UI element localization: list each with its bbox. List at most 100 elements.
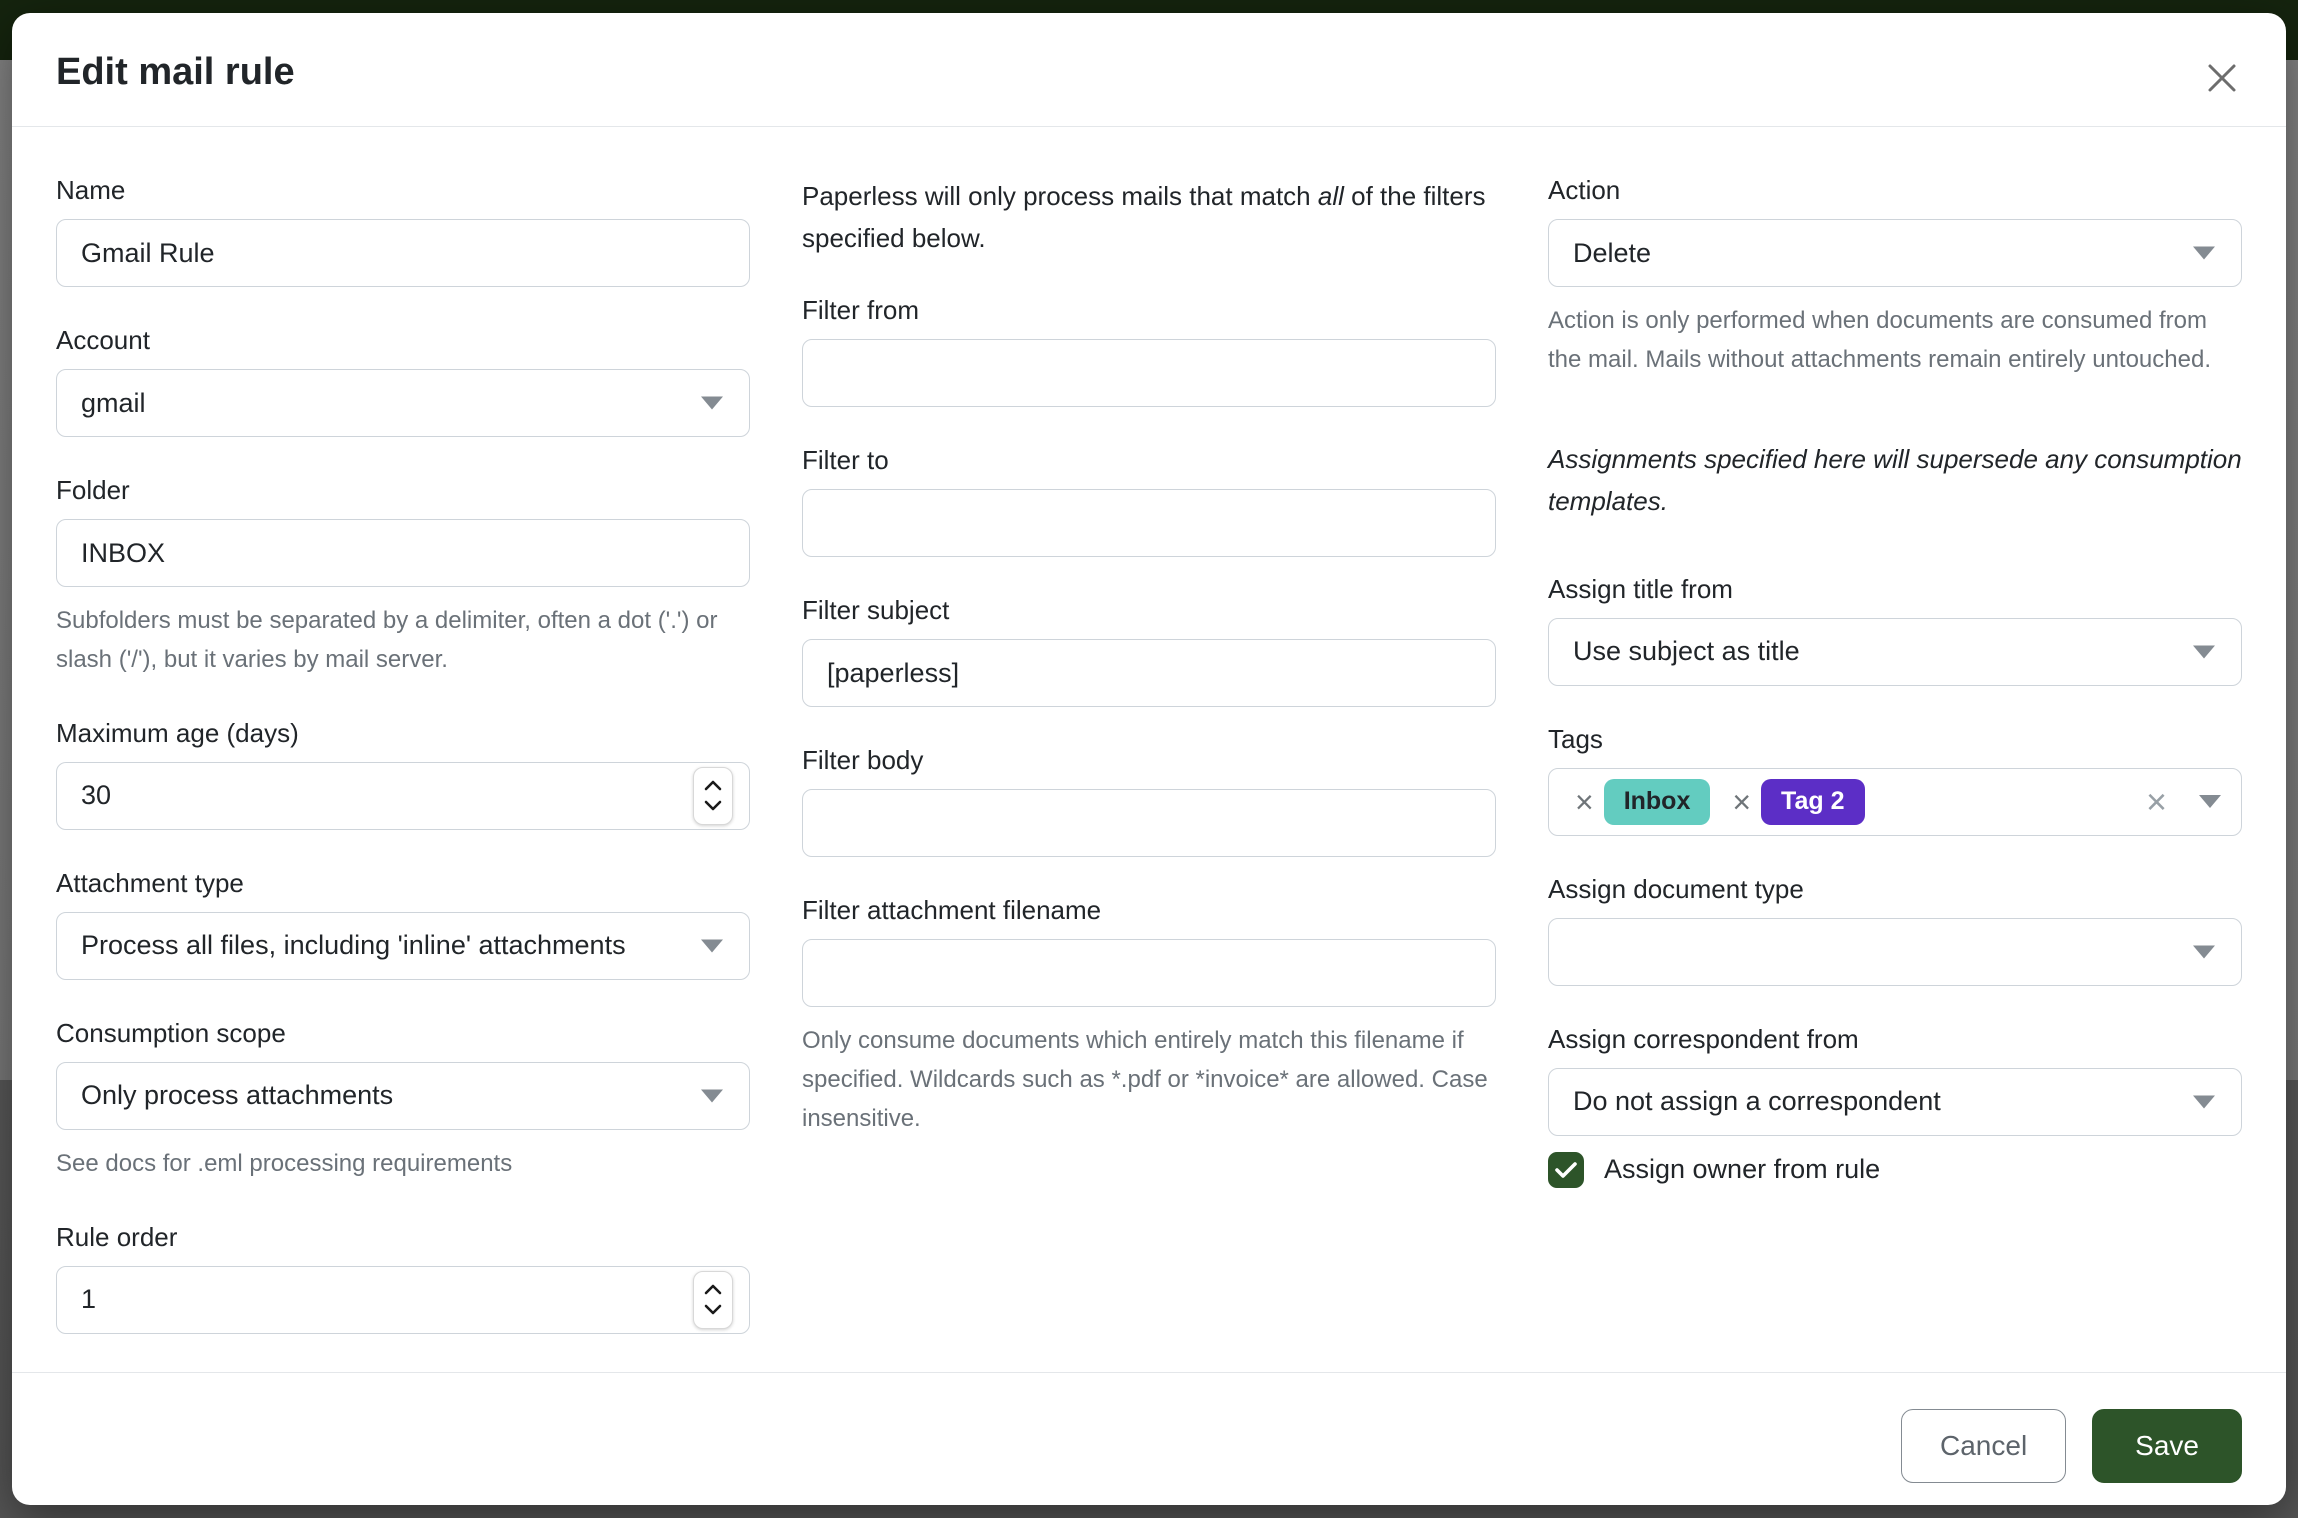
account-selected-value: gmail [81, 387, 146, 418]
account-select[interactable]: gmail [56, 369, 750, 437]
consumption-scope-select[interactable]: Only process attachments [56, 1061, 750, 1130]
filter-to-input[interactable] [802, 489, 1496, 558]
filter-body-input[interactable] [802, 789, 1496, 858]
chevron-down-icon [704, 1304, 722, 1315]
folder-input[interactable] [56, 519, 750, 587]
filters-intro-text: Paperless will only process mails that m… [802, 181, 1486, 254]
field-folder: Folder Subfolders must be separated by a… [56, 475, 750, 680]
tag-chip-tag2: Tag 2 [1761, 779, 1865, 825]
close-button[interactable] [2200, 57, 2244, 101]
rule-order-label: Rule order [56, 1221, 178, 1252]
filter-to-label: Filter to [802, 445, 889, 476]
column-filters: Paperless will only process mails that m… [802, 175, 1496, 1372]
consumption-scope-label: Consumption scope [56, 1017, 286, 1048]
field-filter-to: Filter to [802, 445, 1496, 558]
filter-from-label: Filter from [802, 295, 919, 326]
remove-tag-icon[interactable]: × [1732, 783, 1752, 820]
action-label: Action [1548, 175, 1621, 205]
action-select[interactable]: Delete [1548, 219, 2242, 287]
field-assign-doc-type: Assign document type [1548, 874, 2242, 986]
cancel-button[interactable]: Cancel [1901, 1408, 2067, 1483]
filter-from-input[interactable] [802, 339, 1496, 408]
action-selected-value: Delete [1573, 237, 1652, 268]
assign-owner-row[interactable]: Assign owner from rule [1548, 1151, 2242, 1188]
clear-tags-icon[interactable]: × [2145, 780, 2167, 822]
chevron-down-icon [2193, 1095, 2215, 1109]
max-age-value: 30 [81, 780, 112, 811]
close-icon [2208, 64, 2236, 91]
dialog-footer: Cancel Save [12, 1371, 2286, 1505]
assign-title-selected-value: Use subject as title [1573, 636, 1800, 667]
dialog-body: Name Account gmail Folder Subfolders mus… [12, 127, 2286, 1372]
save-button[interactable]: Save [2092, 1408, 2242, 1483]
field-account: Account gmail [56, 325, 750, 437]
field-tags: Tags × Inbox × Tag 2 × [1548, 724, 2242, 836]
assign-correspondent-label: Assign correspondent from [1548, 1023, 1859, 1054]
assign-owner-label: Assign owner from rule [1604, 1154, 1881, 1185]
assign-correspondent-selected-value: Do not assign a correspondent [1573, 1086, 1941, 1117]
assign-correspondent-select[interactable]: Do not assign a correspondent [1548, 1067, 2242, 1136]
assign-title-label: Assign title from [1548, 573, 1733, 604]
tags-label: Tags [1548, 723, 1603, 754]
folder-label: Folder [56, 475, 130, 505]
consumption-scope-help-text: See docs for .eml processing requirement… [56, 1149, 513, 1177]
number-stepper[interactable] [693, 766, 733, 825]
remove-tag-icon[interactable]: × [1575, 783, 1594, 820]
max-age-label: Maximum age (days) [56, 717, 299, 748]
rule-order-value: 1 [81, 1284, 97, 1315]
field-max-age: Maximum age (days) 30 [56, 718, 750, 830]
max-age-input[interactable]: 30 [56, 761, 750, 830]
tags-controls: × [2145, 780, 2221, 822]
chevron-down-icon [2193, 945, 2215, 959]
attachment-type-label: Attachment type [56, 867, 244, 898]
action-help-text: Action is only performed when documents … [1548, 307, 2211, 373]
name-label: Name [56, 175, 126, 205]
chevron-down-icon [704, 800, 722, 811]
field-assign-correspondent: Assign correspondent from Do not assign … [1548, 1024, 2242, 1136]
assignments-note: Assignments specified here will supersed… [1548, 443, 2242, 516]
field-rule-order: Rule order 1 [56, 1222, 750, 1334]
checkbox-checked-icon[interactable] [1548, 1151, 1584, 1188]
field-filter-subject: Filter subject [802, 595, 1496, 708]
chevron-down-icon [2199, 795, 2221, 809]
chevron-down-icon [701, 396, 723, 410]
consumption-scope-selected-value: Only process attachments [81, 1080, 394, 1111]
chevron-down-icon [2193, 246, 2215, 260]
filter-subject-input[interactable] [802, 639, 1496, 708]
number-stepper[interactable] [693, 1270, 733, 1329]
chevron-down-icon [701, 1089, 723, 1103]
account-label: Account [56, 325, 150, 355]
field-filter-body: Filter body [802, 745, 1496, 858]
field-action: Action Delete Action is only performed w… [1548, 175, 2242, 380]
field-filter-from: Filter from [802, 295, 1496, 408]
column-general: Name Account gmail Folder Subfolders mus… [56, 175, 750, 1372]
assign-doc-type-label: Assign document type [1548, 873, 1804, 904]
assign-doc-type-select[interactable] [1548, 917, 2242, 986]
filter-attachment-filename-help-text: Only consume documents which entirely ma… [802, 1027, 1488, 1132]
filter-body-label: Filter body [802, 745, 924, 776]
folder-help-text: Subfolders must be separated by a delimi… [56, 607, 718, 673]
rule-order-input[interactable]: 1 [56, 1265, 750, 1334]
filter-attachment-filename-label: Filter attachment filename [802, 895, 1102, 926]
attachment-type-selected-value: Process all files, including 'inline' at… [81, 930, 626, 961]
chevron-up-icon [704, 1284, 722, 1295]
chevron-down-icon [701, 939, 723, 953]
field-assign-title: Assign title from Use subject as title [1548, 574, 2242, 686]
filter-subject-label: Filter subject [802, 595, 950, 626]
column-actions: Action Delete Action is only performed w… [1548, 175, 2242, 1372]
dialog-header: Edit mail rule [12, 13, 2286, 127]
edit-mail-rule-dialog: Edit mail rule Name Account gmail [12, 13, 2286, 1505]
field-consumption-scope: Consumption scope Only process attachmen… [56, 1018, 750, 1184]
tag-chip-inbox: Inbox [1603, 779, 1711, 825]
chevron-down-icon [2193, 645, 2215, 659]
assign-title-select[interactable]: Use subject as title [1548, 617, 2242, 686]
field-attachment-type: Attachment type Process all files, inclu… [56, 868, 750, 980]
field-filter-attachment-filename: Filter attachment filename Only consume … [802, 895, 1496, 1139]
filter-attachment-filename-input[interactable] [802, 939, 1496, 1008]
page-title: Edit mail rule [56, 51, 295, 93]
chevron-up-icon [704, 780, 722, 791]
attachment-type-select[interactable]: Process all files, including 'inline' at… [56, 911, 750, 980]
name-input[interactable] [56, 219, 750, 287]
field-name: Name [56, 175, 750, 287]
tags-select[interactable]: × Inbox × Tag 2 × [1548, 767, 2242, 836]
